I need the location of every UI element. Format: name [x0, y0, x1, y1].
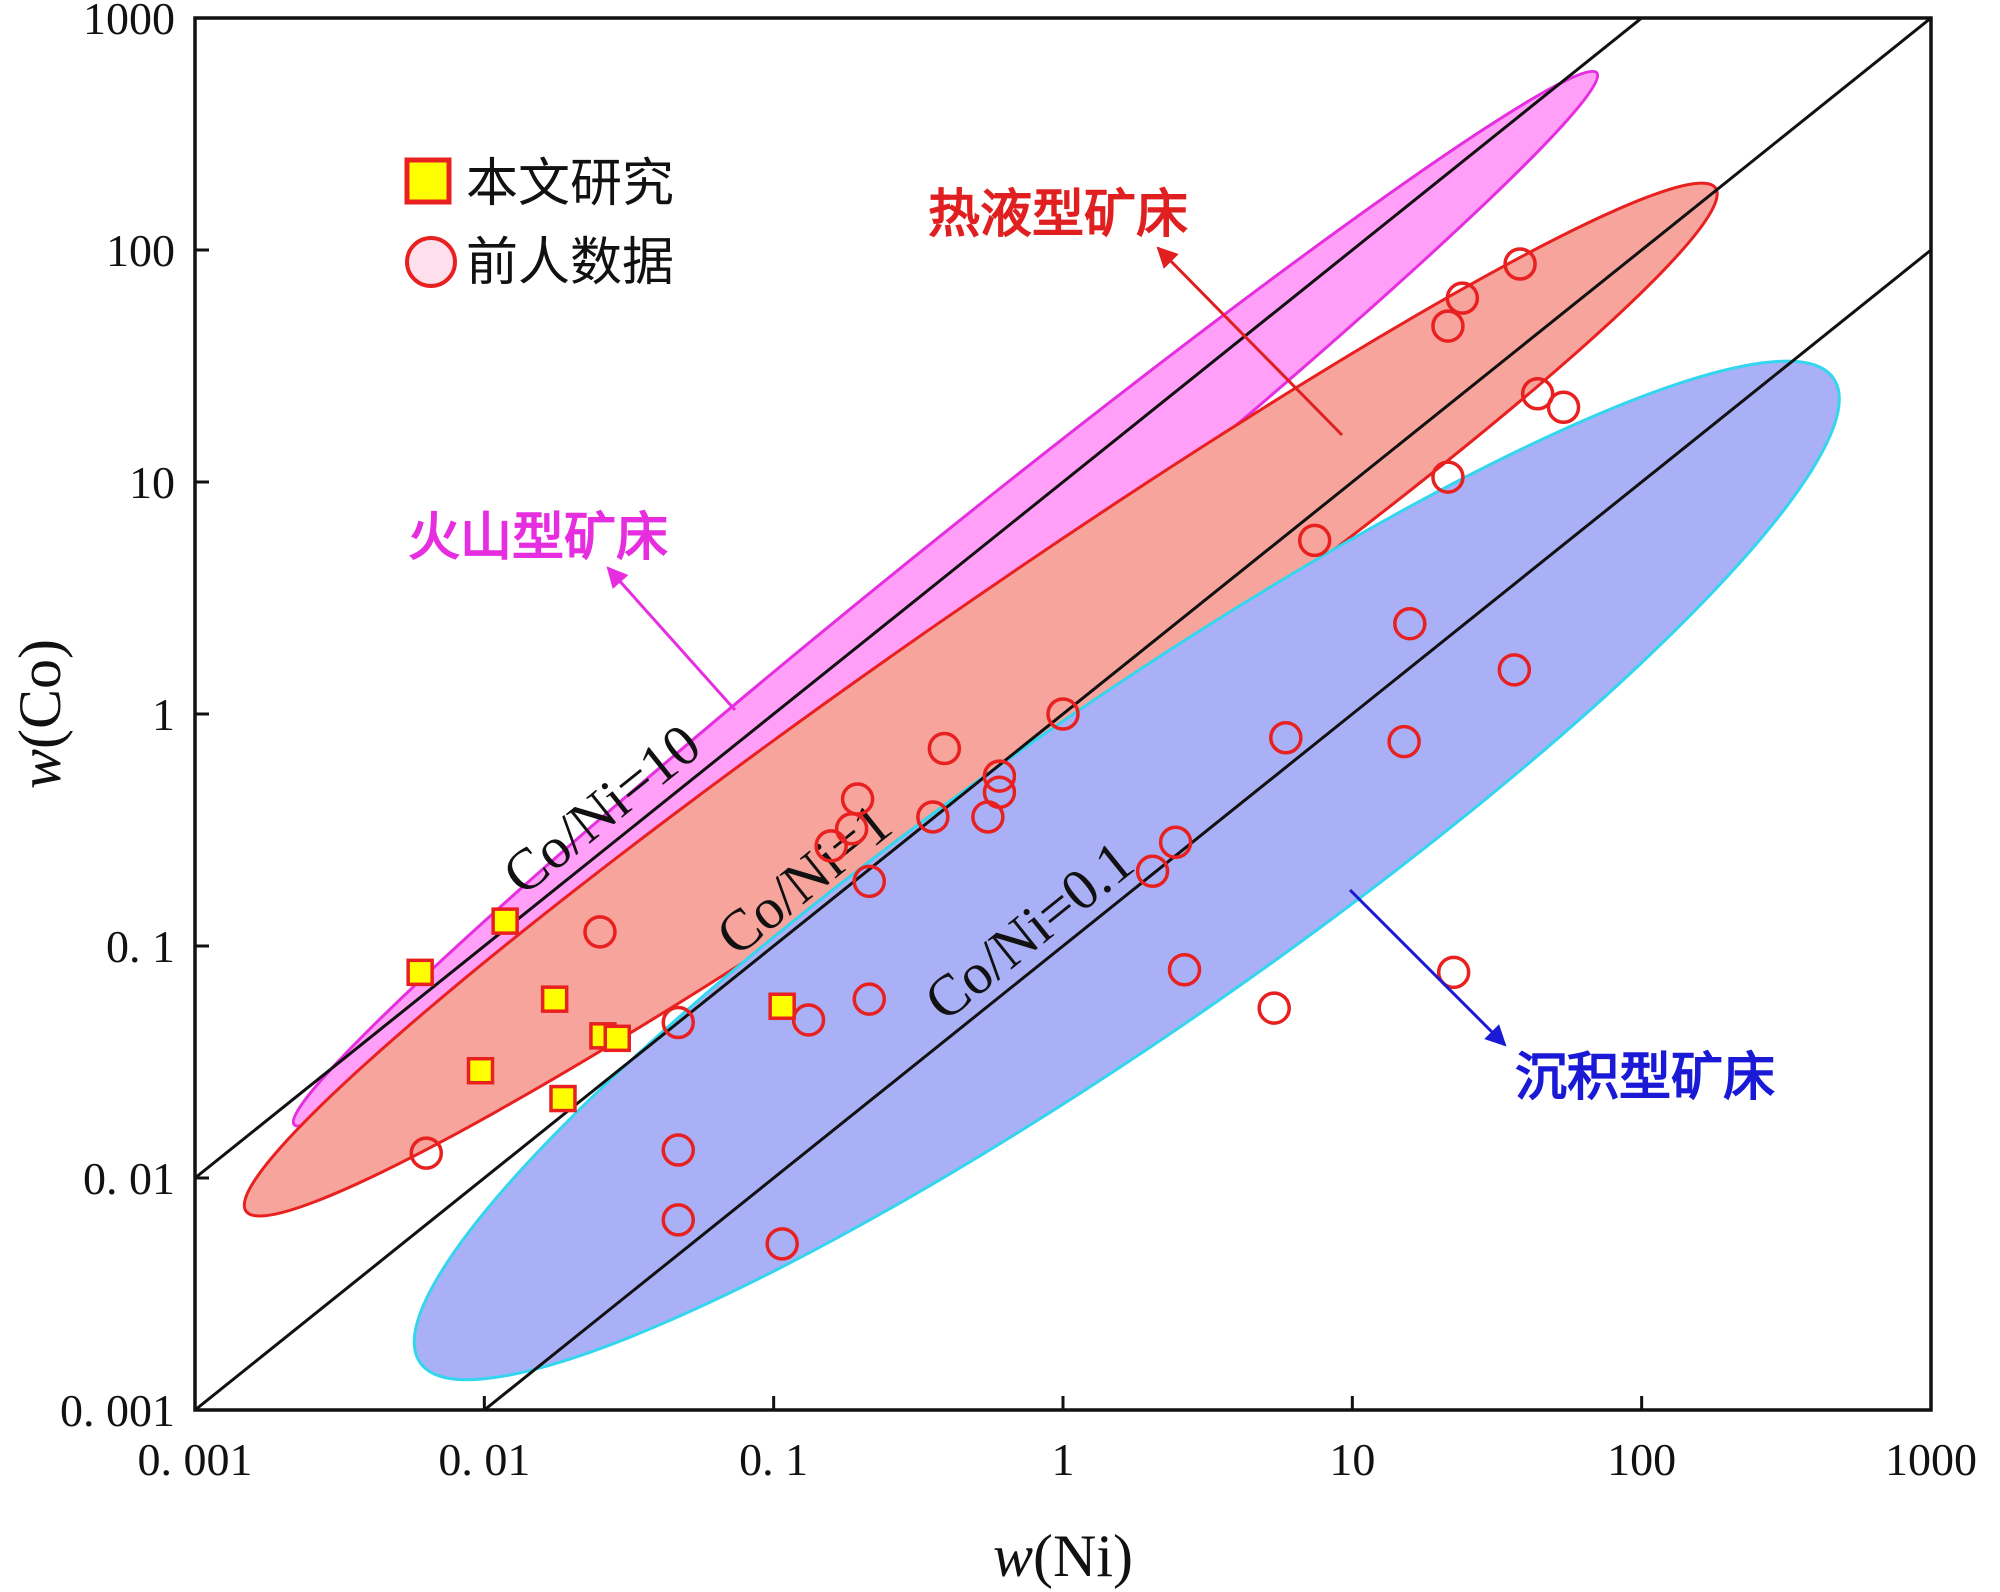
previous-data-point-28: [1431, 309, 1465, 343]
sedimentary-pointer-arrow: [1348, 888, 1507, 1047]
ratio-reference-lines: [195, 18, 1931, 1410]
zone-annotations: 火山型矿床 热液型矿床 沉积型矿床: [408, 185, 1775, 1108]
previous-data-point-32: [1520, 377, 1555, 411]
ratio-line-10: [195, 18, 1645, 1180]
previous-data-point-5: [765, 1227, 799, 1261]
previous-data-point-16: [982, 759, 1017, 793]
legend-label-this-study: 本文研究: [466, 154, 674, 214]
x-tick-label-2: 0. 1: [739, 1434, 808, 1485]
previous-data-point-24: [1387, 724, 1421, 759]
this-study-point-2: [466, 1056, 495, 1085]
previous-data-point-29: [1445, 281, 1480, 315]
previous-data-point-7: [852, 982, 887, 1016]
x-tick-label-5: 100: [1607, 1434, 1676, 1485]
previous-data-point-13: [927, 731, 962, 766]
previous-data-point-6: [791, 1003, 826, 1037]
previous-data-point-22: [1269, 721, 1303, 755]
legend-circle-marker: [405, 236, 457, 288]
y-tick-label-1: 0. 01: [83, 1153, 175, 1204]
y-axis-title: w(Co): [7, 639, 73, 789]
volcanic-zone-label: 火山型矿床: [408, 508, 668, 568]
legend-label-previous-data: 前人数据: [466, 233, 674, 293]
previous-data-point-23: [1297, 523, 1332, 558]
previous-data-point-33: [1546, 390, 1581, 424]
this-study-point-1: [491, 907, 519, 935]
previous-data-point-31: [1503, 247, 1537, 281]
sedimentary-zone-label: 沉积型矿床: [1515, 1048, 1775, 1108]
this-study-point-5: [603, 1024, 632, 1053]
data-points: [406, 247, 1581, 1261]
previous-data-point-0: [409, 1136, 444, 1170]
previous-data-point-2: [661, 1005, 696, 1040]
volcanic-pointer-arrow: [606, 566, 737, 711]
previous-data-point-17: [1046, 697, 1080, 731]
ratio-line-0.1: [481, 248, 1931, 1410]
zone-sedimentary: [412, 359, 1841, 1382]
legend: 本文研究 前人数据: [404, 154, 674, 293]
x-tick-label-4: 10: [1329, 1434, 1375, 1485]
x-axis-title: w(Ni): [993, 1523, 1133, 1589]
x-tick-label-6: 1000: [1885, 1434, 1977, 1485]
previous-data-point-1: [583, 915, 617, 949]
y-tick-label-0: 0. 001: [60, 1385, 175, 1436]
previous-data-point-20: [1167, 953, 1202, 987]
x-tick-label-1: 0. 01: [438, 1434, 530, 1485]
previous-data-point-4: [661, 1203, 696, 1237]
previous-data-point-21: [1257, 991, 1291, 1025]
hydrothermal-pointer-arrow: [1156, 246, 1344, 437]
this-study-point-6: [549, 1084, 577, 1113]
previous-data-point-26: [1436, 955, 1471, 990]
y-tick-label-5: 100: [106, 225, 175, 276]
this-study-point-7: [768, 992, 796, 1020]
previous-data-point-25: [1393, 606, 1427, 641]
ratio-line-1: [195, 18, 1931, 1410]
x-tick-label-0: 0. 001: [138, 1434, 253, 1485]
previous-data-point-3: [661, 1133, 696, 1167]
legend-square-marker: [404, 157, 452, 205]
previous-data-point-27: [1431, 460, 1465, 494]
previous-data-point-12: [916, 800, 950, 834]
previous-data-point-18: [1135, 854, 1170, 888]
previous-data-point-8: [852, 864, 887, 899]
this-study-point-0: [406, 958, 434, 987]
y-tick-label-6: 1000: [83, 0, 175, 44]
previous-data-point-30: [1497, 653, 1532, 687]
y-tick-label-4: 10: [129, 457, 175, 508]
x-tick-label-3: 1: [1052, 1434, 1075, 1485]
this-study-point-3: [540, 985, 569, 1013]
axis-ticks: 0. 001 0. 01 0. 1 1 10 100 1000 0. 001 0. 01 0. 1…: [60, 0, 1977, 1485]
previous-data-point-11: [840, 782, 875, 816]
previous-data-point-15: [982, 775, 1017, 809]
y-tick-label-3: 1: [152, 689, 175, 740]
y-tick-label-2: 0. 1: [106, 921, 175, 972]
previous-data-point-9: [814, 829, 848, 863]
hydrothermal-zone-label: 热液型矿床: [928, 185, 1188, 245]
previous-data-point-19: [1158, 825, 1193, 860]
deposit-zones: [242, 69, 1841, 1382]
